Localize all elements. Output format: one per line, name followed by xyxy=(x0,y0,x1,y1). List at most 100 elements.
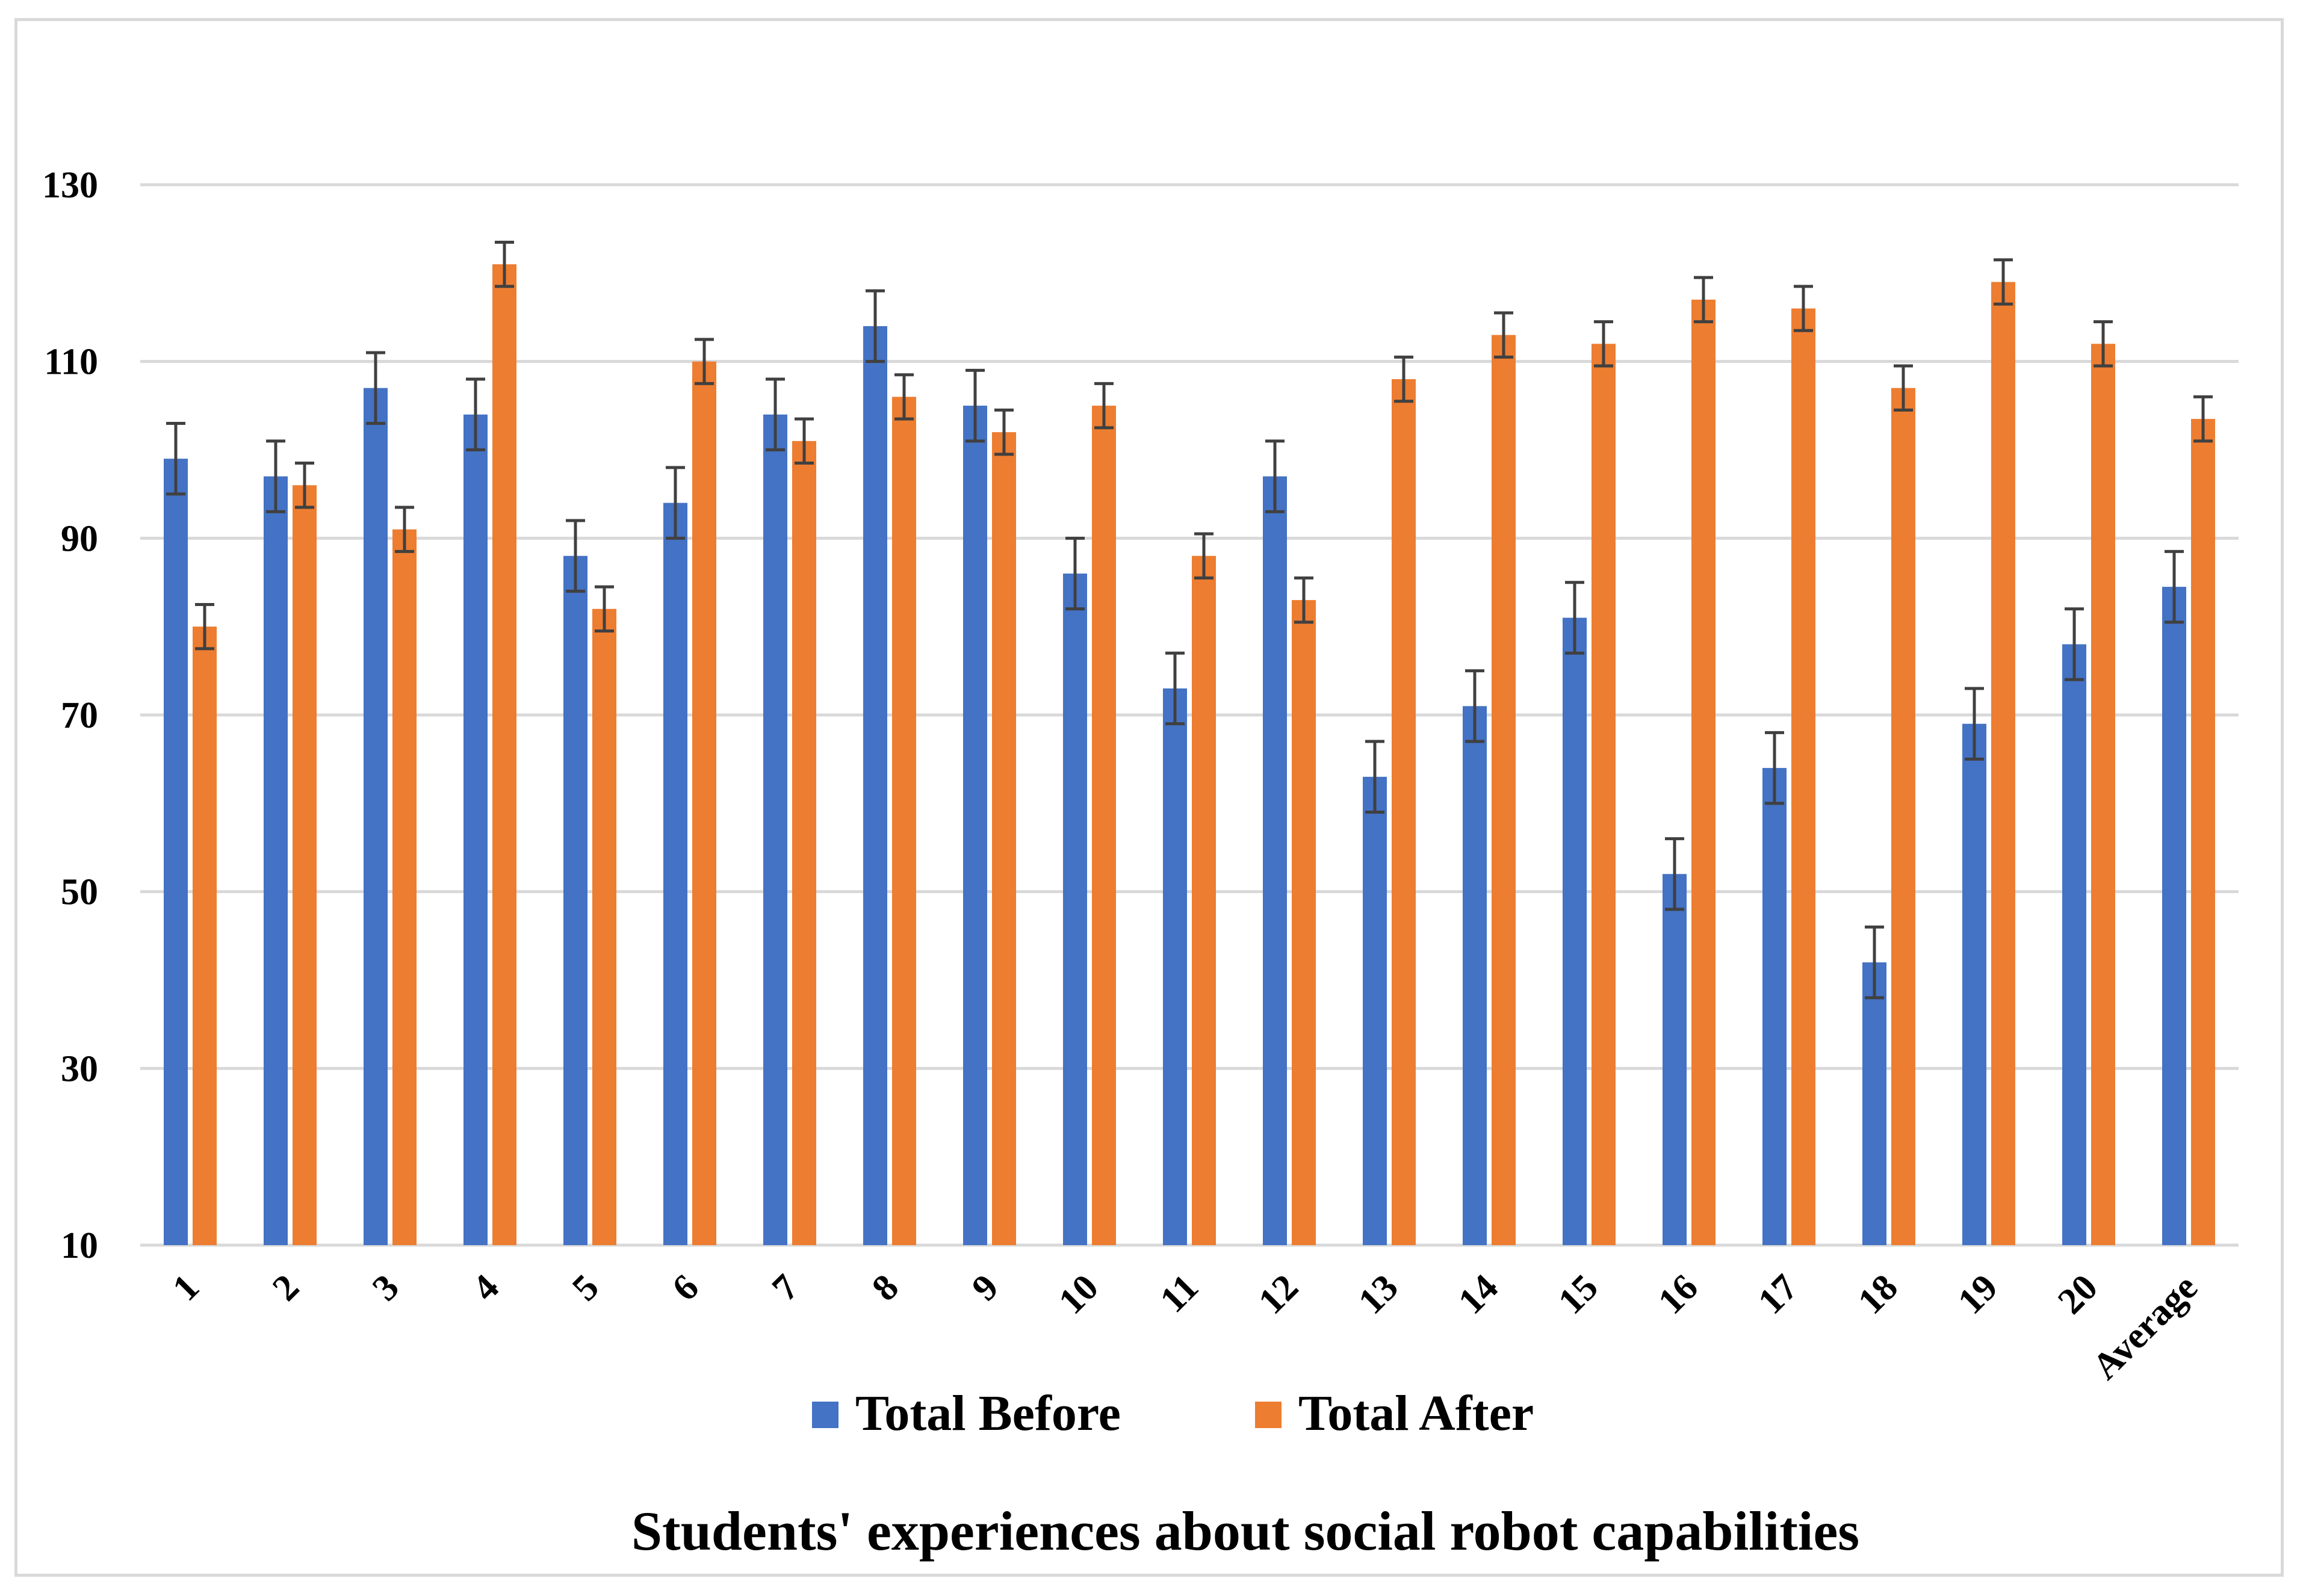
error-bar xyxy=(1794,285,1813,332)
x-tick-label: 20 xyxy=(2050,1267,2106,1322)
x-tick-label: 19 xyxy=(1950,1267,2006,1322)
x-tick-label: 2 xyxy=(265,1267,307,1309)
error-bar xyxy=(1394,355,1413,403)
error-bar xyxy=(1565,581,1584,655)
bar-total-after xyxy=(1592,344,1616,1245)
error-bar xyxy=(1365,740,1384,814)
bar-total-after xyxy=(1492,335,1516,1245)
error-bar xyxy=(266,439,285,513)
error-bar xyxy=(195,602,214,651)
legend-swatch-before xyxy=(812,1402,838,1428)
x-tick-label: 14 xyxy=(1451,1267,1506,1322)
gridlines xyxy=(140,183,2239,1247)
y-tick-label: 10 xyxy=(61,1225,98,1266)
legend-swatch-after xyxy=(1255,1402,1282,1428)
y-tick-label: 90 xyxy=(61,518,98,559)
error-bar xyxy=(395,506,414,553)
bar-total-after xyxy=(1092,406,1116,1246)
error-bar xyxy=(894,373,914,421)
error-bar xyxy=(1965,687,1984,761)
error-bars xyxy=(166,240,2213,1000)
error-bar xyxy=(1165,651,1185,726)
bar-total-after xyxy=(2191,419,2215,1245)
bar-total-after xyxy=(492,264,516,1245)
bar-total-after xyxy=(392,529,417,1245)
bar-total-before xyxy=(663,503,687,1245)
error-bar xyxy=(566,519,585,593)
x-tick-label: 4 xyxy=(465,1267,507,1309)
bar-total-before xyxy=(863,326,887,1245)
error-bar xyxy=(1665,837,1684,911)
error-bar xyxy=(295,462,314,509)
error-bar xyxy=(1094,382,1114,430)
bar-total-before xyxy=(1762,768,1787,1245)
error-bar xyxy=(1065,536,1085,611)
legend-label-before: Total Before xyxy=(855,1385,1121,1441)
y-tick-label: 70 xyxy=(61,695,98,736)
error-bar xyxy=(1994,258,2013,306)
bar-total-after xyxy=(992,432,1016,1246)
x-axis-title: Students' experiences about social robot… xyxy=(631,1500,1859,1562)
error-bar xyxy=(866,289,885,363)
bar-total-after xyxy=(592,608,616,1245)
error-bar xyxy=(1694,276,1713,324)
bar-total-before xyxy=(264,476,288,1245)
x-tick-label: 8 xyxy=(864,1267,907,1309)
x-tick-label: 11 xyxy=(1152,1267,1206,1321)
bar-total-after xyxy=(1991,282,2015,1246)
x-tick-label: 10 xyxy=(1051,1267,1106,1322)
y-axis-ticks: 10 30 50 70 90 110 130 xyxy=(42,165,98,1266)
chart-frame: 10 30 50 70 90 110 130 1 2 3 4 5 6 7 8 9 10 11 12 13 14 15 16… xyxy=(14,18,2284,1577)
x-tick-label: 16 xyxy=(1650,1267,1706,1322)
y-tick-label: 30 xyxy=(61,1048,98,1089)
error-bar xyxy=(1194,532,1213,580)
bar-total-before xyxy=(1862,962,1886,1245)
error-bar xyxy=(466,377,485,451)
x-tick-label: 5 xyxy=(565,1267,607,1309)
bar-total-before xyxy=(364,388,388,1245)
bar-total-before xyxy=(1463,706,1487,1245)
bar-total-before xyxy=(963,406,987,1246)
x-tick-label: 12 xyxy=(1251,1267,1306,1322)
error-bar xyxy=(994,408,1014,456)
error-bar xyxy=(1294,576,1313,624)
error-bar xyxy=(1594,320,1613,368)
error-bar xyxy=(666,466,685,540)
bar-total-after xyxy=(1192,555,1216,1246)
bar-total-after xyxy=(1292,600,1316,1245)
bar-total-after xyxy=(1392,379,1416,1245)
bar-total-before xyxy=(1563,617,1587,1245)
bar-total-before xyxy=(463,414,488,1246)
bar-total-after xyxy=(2091,344,2115,1245)
bar-total-after xyxy=(1891,388,1915,1245)
error-bar xyxy=(1865,925,1884,1000)
bars xyxy=(164,264,2215,1246)
bar-total-after xyxy=(293,485,317,1245)
x-tick-label: 15 xyxy=(1551,1267,1606,1322)
error-bar xyxy=(1894,364,1913,412)
error-bar xyxy=(166,421,185,496)
bar-total-before xyxy=(1962,723,1986,1245)
error-bar xyxy=(495,240,514,288)
x-tick-label: Average xyxy=(2084,1267,2205,1388)
bar-total-before xyxy=(1663,874,1687,1245)
error-bar xyxy=(2065,607,2084,681)
error-bar xyxy=(1265,439,1285,513)
y-tick-label: 110 xyxy=(44,342,98,383)
y-tick-label: 130 xyxy=(42,165,98,206)
x-tick-label: 1 xyxy=(165,1267,207,1309)
x-tick-label: 17 xyxy=(1750,1267,1806,1322)
x-tick-label: 13 xyxy=(1351,1267,1406,1322)
bar-total-after xyxy=(193,626,217,1245)
bar-total-after xyxy=(792,441,816,1245)
y-tick-label: 50 xyxy=(61,872,98,913)
error-bar xyxy=(795,417,814,465)
bar-total-before xyxy=(2162,587,2186,1245)
x-tick-label: 3 xyxy=(365,1267,407,1309)
bar-total-after xyxy=(892,397,916,1245)
error-bar xyxy=(366,351,385,425)
x-tick-label: 18 xyxy=(1850,1267,1906,1322)
bar-total-before xyxy=(164,459,188,1245)
error-bar xyxy=(1765,731,1784,805)
